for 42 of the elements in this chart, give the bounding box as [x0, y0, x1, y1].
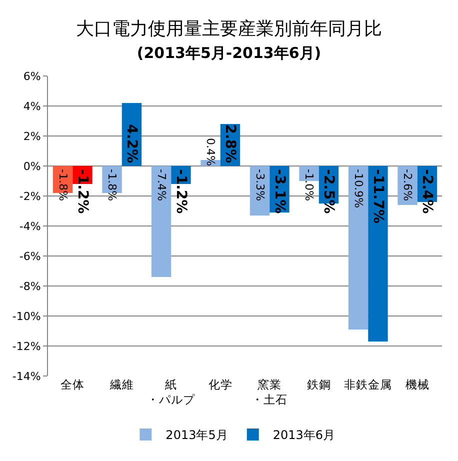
data-label: -1.8% [106, 169, 119, 201]
bar [151, 166, 172, 277]
data-label: 0.4% [204, 138, 218, 166]
data-label: -7.4% [154, 169, 168, 201]
y-tick-label: -6% [19, 250, 41, 263]
chart-subtitle: (2013年5月-2013年6月) [136, 44, 322, 62]
y-tick-label: -14% [12, 370, 41, 383]
y-tick-label: 4% [23, 100, 41, 113]
x-tick-label: 機械 [405, 378, 430, 392]
y-tick-label: -8% [19, 280, 41, 293]
y-tick-label: 6% [23, 70, 41, 83]
x-tick-label: 繊維 [108, 378, 134, 392]
data-label: -2.5% [320, 169, 337, 214]
data-label: 4.2% [124, 124, 140, 163]
x-tick-label: 全体 [60, 378, 85, 392]
bar [348, 166, 368, 330]
data-label: -1.0% [302, 169, 316, 201]
x-tick-label: 化学 [208, 378, 232, 392]
y-tick-label: 2% [23, 130, 41, 143]
data-label: -1.2% [74, 169, 90, 214]
data-label: -3.3% [253, 169, 266, 201]
bar [368, 166, 388, 342]
x-tick-label: 窯業・土石 [252, 378, 288, 406]
data-label: -2.6% [401, 169, 414, 201]
y-tick-label: -4% [19, 220, 41, 233]
y-tick-label: 0% [23, 160, 41, 173]
data-label: -1.2% [172, 169, 189, 214]
x-tick-label: 鉄鋼 [306, 378, 331, 392]
y-tick-label: -2% [19, 190, 41, 203]
legend-label: 2013年6月 [272, 428, 336, 442]
data-label: -2.4% [419, 169, 436, 214]
x-tick-label: 紙・パルプ [147, 378, 196, 406]
x-tick-label: 非鉄金属 [344, 378, 392, 392]
data-label: -3.1% [271, 169, 288, 214]
chart-title: 大口電力使用量主要産業別前年同月比 [76, 18, 382, 40]
y-tick-label: -12% [12, 340, 41, 353]
data-label: -1.8% [56, 169, 70, 201]
data-label: -11.7% [370, 169, 386, 224]
data-label: 2.8% [222, 124, 238, 163]
legend-label: 2013年5月 [166, 428, 228, 442]
data-label: -10.9% [352, 169, 365, 208]
y-tick-label: -10% [12, 310, 41, 323]
